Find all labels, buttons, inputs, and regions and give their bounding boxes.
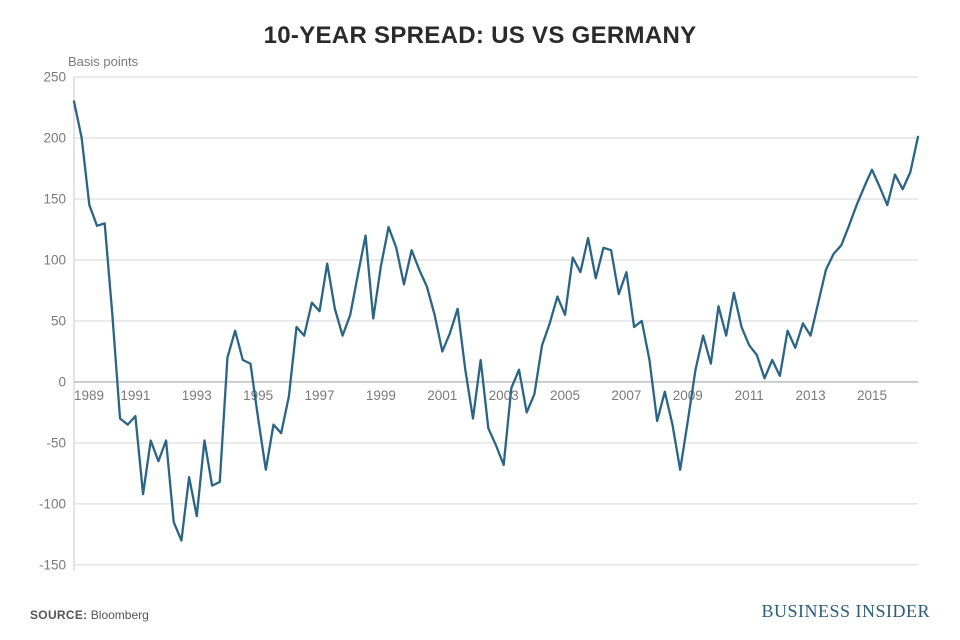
svg-text:150: 150 bbox=[43, 191, 66, 206]
svg-text:2005: 2005 bbox=[550, 388, 580, 403]
chart-footer: SOURCE: Bloomberg BUSINESS INSIDER bbox=[30, 601, 930, 622]
chart-plot-area: -150 -100 -50 0 50 100 150 200 250 1989 1991 1993 19… bbox=[30, 71, 930, 595]
chart-title: 10-YEAR SPREAD: US VS GERMANY bbox=[30, 22, 930, 50]
svg-text:2009: 2009 bbox=[673, 388, 703, 403]
svg-text:250: 250 bbox=[43, 71, 66, 85]
svg-text:1995: 1995 bbox=[243, 388, 273, 403]
svg-text:1993: 1993 bbox=[182, 388, 212, 403]
svg-text:0: 0 bbox=[58, 374, 66, 389]
source-label: SOURCE: bbox=[30, 608, 87, 622]
svg-text:2001: 2001 bbox=[427, 388, 457, 403]
svg-text:200: 200 bbox=[43, 130, 66, 145]
svg-text:50: 50 bbox=[51, 313, 66, 328]
svg-text:2013: 2013 bbox=[796, 388, 826, 403]
svg-text:-150: -150 bbox=[39, 557, 66, 572]
chart-container: 10-YEAR SPREAD: US VS GERMANY Basis poin… bbox=[0, 0, 960, 640]
source-caption: SOURCE: Bloomberg bbox=[30, 608, 149, 622]
chart-svg: -150 -100 -50 0 50 100 150 200 250 1989 1991 1993 19… bbox=[30, 71, 930, 595]
brand-logo: BUSINESS INSIDER bbox=[761, 601, 930, 622]
svg-text:2015: 2015 bbox=[857, 388, 887, 403]
svg-text:1997: 1997 bbox=[305, 388, 335, 403]
y-axis-label: Basis points bbox=[68, 54, 930, 69]
svg-text:100: 100 bbox=[43, 252, 66, 267]
svg-text:-100: -100 bbox=[39, 496, 66, 511]
svg-text:1999: 1999 bbox=[366, 388, 396, 403]
svg-text:1989: 1989 bbox=[74, 388, 104, 403]
svg-text:2007: 2007 bbox=[611, 388, 641, 403]
svg-text:1991: 1991 bbox=[120, 388, 150, 403]
svg-text:2003: 2003 bbox=[489, 388, 519, 403]
svg-text:2011: 2011 bbox=[735, 388, 764, 403]
svg-text:-50: -50 bbox=[46, 435, 66, 450]
source-value: Bloomberg bbox=[91, 608, 149, 622]
